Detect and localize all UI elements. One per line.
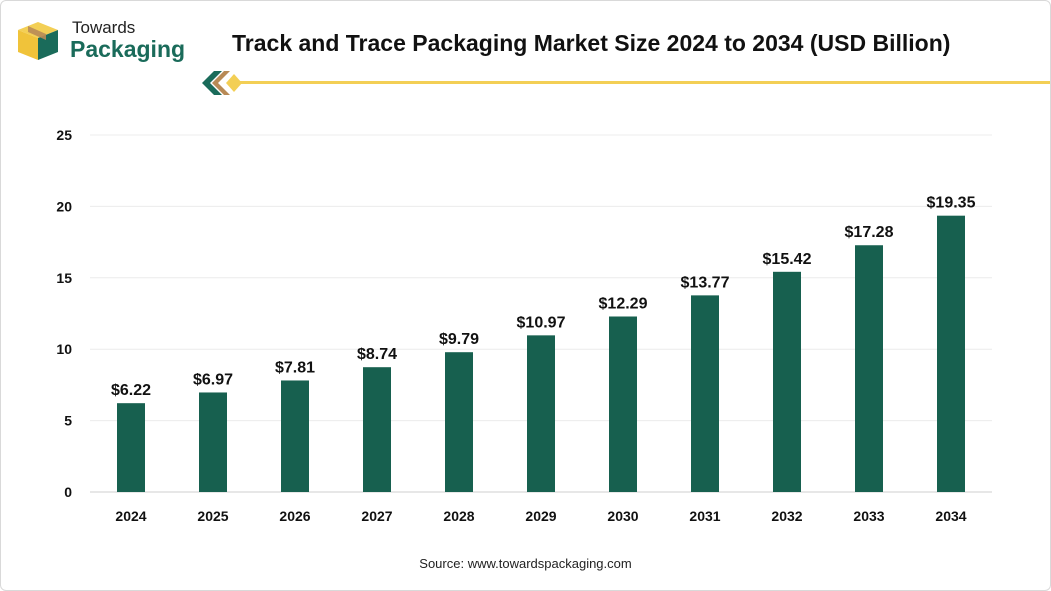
source-note: Source: www.towardspackaging.com <box>419 556 632 571</box>
data-label: $17.28 <box>845 224 894 241</box>
bar <box>199 392 227 492</box>
data-label: $6.22 <box>111 382 151 399</box>
y-tick-label: 15 <box>56 270 72 286</box>
bar <box>773 271 801 492</box>
data-label: $9.79 <box>439 331 479 348</box>
brand-logo: Towards Packaging <box>14 16 194 66</box>
brand-name-top: Towards <box>72 18 136 37</box>
data-label: $13.77 <box>681 274 730 291</box>
data-label: $15.42 <box>763 251 812 268</box>
x-tick-label: 2026 <box>279 508 310 524</box>
data-label: $6.97 <box>193 371 233 388</box>
bar <box>281 380 309 492</box>
y-tick-label: 5 <box>64 413 72 429</box>
data-label: $12.29 <box>599 295 648 312</box>
y-tick-label: 20 <box>56 198 72 214</box>
bar <box>527 335 555 492</box>
title-underline <box>236 81 1050 84</box>
data-label: $10.97 <box>517 314 566 331</box>
data-label: $19.35 <box>927 195 976 212</box>
diamond-decoration-icon <box>202 71 242 95</box>
brand-name-bottom: Packaging <box>70 36 186 62</box>
y-tick-label: 0 <box>64 484 72 500</box>
bar <box>691 295 719 492</box>
x-tick-label: 2029 <box>525 508 556 524</box>
bar <box>609 316 637 492</box>
box-logo-icon <box>18 22 58 60</box>
x-tick-label: 2027 <box>361 508 392 524</box>
bar <box>937 215 965 492</box>
bar <box>117 403 145 492</box>
x-tick-label: 2030 <box>607 508 638 524</box>
x-tick-label: 2033 <box>853 508 884 524</box>
x-tick-label: 2034 <box>935 508 966 524</box>
y-tick-label: 10 <box>56 341 72 357</box>
chart-title: Track and Trace Packaging Market Size 20… <box>232 30 951 56</box>
bar <box>855 245 883 492</box>
data-label: $8.74 <box>357 346 397 363</box>
x-tick-label: 2031 <box>689 508 720 524</box>
bar <box>363 367 391 492</box>
data-label: $7.81 <box>275 359 315 376</box>
bar <box>445 352 473 492</box>
x-tick-label: 2024 <box>115 508 146 524</box>
y-tick-label: 25 <box>56 127 72 143</box>
x-tick-label: 2028 <box>443 508 474 524</box>
x-tick-label: 2032 <box>771 508 802 524</box>
x-tick-label: 2025 <box>197 508 228 524</box>
